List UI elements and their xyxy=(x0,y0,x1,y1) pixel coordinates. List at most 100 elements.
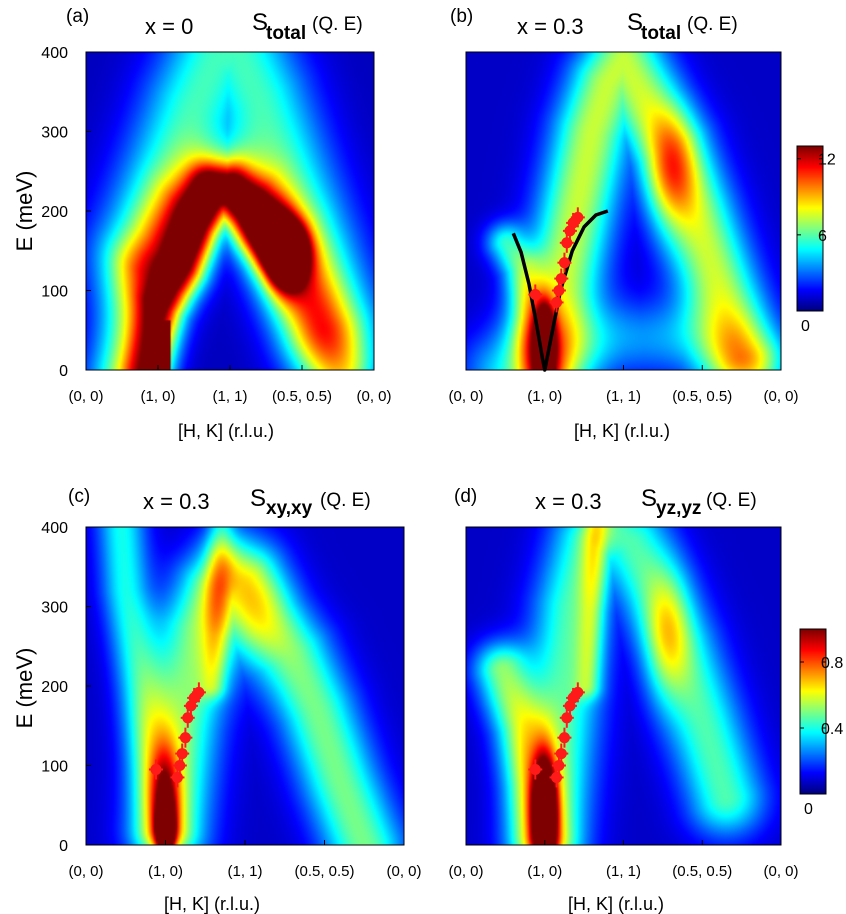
panel-title-sub: total xyxy=(266,23,306,44)
x-ticks: (0, 0) (1, 0) (1, 1) (0.5, 0.5) (0, 0) xyxy=(68,365,392,405)
x-axis-label: [H, K] (r.l.u.) xyxy=(574,421,670,441)
data-marker xyxy=(553,285,565,296)
x-tick-label: (0, 0) xyxy=(356,388,391,405)
x-tick-label: (0, 0) xyxy=(68,388,103,405)
x-tick-label: (0, 0) xyxy=(386,863,421,880)
y-ticks: 0 100 200 300 400 xyxy=(41,45,91,380)
colorbar-tick-label: 0.8 xyxy=(821,655,843,672)
data-point xyxy=(570,682,585,703)
panel-label: (a) xyxy=(66,6,89,27)
panel-label: (c) xyxy=(68,486,90,507)
data-marker xyxy=(529,763,541,775)
panel-label: (d) xyxy=(454,486,477,507)
x-tick-label: (1, 0) xyxy=(140,388,175,405)
y-tick-label: 300 xyxy=(41,600,68,617)
panel-title-arg: (Q. E) xyxy=(320,490,371,511)
data-marker xyxy=(572,211,584,223)
panel-d: (d) x = 0.3 S yz,yz (Q. E) (0, 0) (1, 0)(… xyxy=(448,485,843,914)
y-tick-label: 200 xyxy=(41,679,68,696)
data-marker xyxy=(555,748,567,760)
data-point xyxy=(528,284,543,305)
colorbar: 0 6 12 xyxy=(796,145,836,335)
markers xyxy=(528,682,585,788)
data-marker xyxy=(193,686,205,698)
heatmap xyxy=(466,52,781,370)
x-tick-label: (1, 1) xyxy=(212,388,247,405)
y-axis-label: E (meV) xyxy=(12,648,37,729)
heatmap xyxy=(86,527,404,845)
data-marker xyxy=(179,732,191,744)
x-tick-label: (0.5, 0.5) xyxy=(672,388,732,405)
y-tick-label: 100 xyxy=(41,284,68,301)
x-axis-label: [H, K] (r.l.u.) xyxy=(164,894,260,914)
data-marker xyxy=(572,686,584,698)
x-tick-label: (0, 0) xyxy=(763,388,798,405)
data-point xyxy=(178,727,193,748)
colorbar-tick-label: 0 xyxy=(804,801,813,818)
data-point xyxy=(554,268,569,289)
x-tick-label: (1, 1) xyxy=(227,863,262,880)
heatmap xyxy=(86,52,374,370)
y-tick-label: 0 xyxy=(59,363,68,380)
panel-title-s: S xyxy=(252,9,268,36)
y-tick-label: 100 xyxy=(41,759,68,776)
colorbar-tick-label: 6 xyxy=(818,228,827,245)
data-point xyxy=(551,280,566,301)
data-point xyxy=(170,767,185,788)
x-axis-label: [H, K] (r.l.u.) xyxy=(568,894,664,914)
data-point xyxy=(557,252,572,273)
markers xyxy=(528,207,585,313)
panel-title-x: x = 0 xyxy=(145,14,193,39)
y-tick-label: 200 xyxy=(41,204,68,221)
y-tick-label: 0 xyxy=(59,838,68,855)
x-tick-label: (0.5, 0.5) xyxy=(272,388,332,405)
data-point xyxy=(554,743,569,764)
y-tick-label: 400 xyxy=(41,45,68,62)
data-marker xyxy=(553,760,565,771)
x-tick-label: (0.5, 0.5) xyxy=(672,863,732,880)
panel-label: (b) xyxy=(450,6,473,27)
panel-title-sub: total xyxy=(641,23,681,44)
x-tick-label: (1, 1) xyxy=(606,388,641,405)
colorbar-tick-label: 0.4 xyxy=(821,721,843,738)
markers xyxy=(148,682,206,788)
colorbar-tick-label: 0 xyxy=(801,318,810,335)
colorbar: 0 0.4 0.8 xyxy=(799,628,843,818)
data-marker xyxy=(174,760,186,771)
panel-title-x: x = 0.3 xyxy=(517,14,584,39)
colorbar-gradient xyxy=(800,629,826,794)
data-point xyxy=(549,292,564,313)
panel-title-arg: (Q. E) xyxy=(706,490,757,511)
x-tick-label: (1, 0) xyxy=(527,863,562,880)
panel-title-sub: xy,xy xyxy=(266,498,313,519)
panel-title-s: S xyxy=(641,485,657,512)
panel-title-s: S xyxy=(250,485,266,512)
y-tick-label: 300 xyxy=(41,125,68,142)
panel-a: (a) x = 0 S total (Q. E) (0, 0) (1, 0) (1,… xyxy=(12,6,392,441)
data-marker xyxy=(558,257,570,269)
colorbar-frame xyxy=(796,145,824,312)
dispersion-line xyxy=(511,209,609,372)
data-marker xyxy=(176,748,188,760)
x-tick-label: (0, 0) xyxy=(763,863,798,880)
data-marker xyxy=(551,296,563,308)
x-ticks: (0, 0) (1, 0) (1, 1) (0.5, 0.5) (0, 0) xyxy=(68,840,422,880)
y-axis-label: E (meV) xyxy=(12,171,37,252)
y-tick-label: 400 xyxy=(41,520,68,537)
colorbar-frame xyxy=(799,628,827,795)
data-point xyxy=(191,682,206,703)
x-tick-label: (0, 0) xyxy=(68,863,103,880)
colorbar-ticks: 0 0.4 0.8 xyxy=(800,655,843,818)
data-point xyxy=(557,727,572,748)
x-ticks: (0, 0) (1, 0) (1, 1) (0.5, 0.5) (0, 0) xyxy=(448,365,799,405)
data-marker xyxy=(551,771,563,783)
data-marker xyxy=(529,288,541,300)
x-tick-label: (0, 0) xyxy=(448,863,483,880)
x-tick-label: (1, 0) xyxy=(527,388,562,405)
data-point xyxy=(570,207,585,228)
panel-title-arg: (Q. E) xyxy=(687,14,738,35)
x-tick-label: (1, 1) xyxy=(606,863,641,880)
colorbar-gradient xyxy=(797,146,823,311)
colorbar-tick-label: 12 xyxy=(818,152,836,169)
